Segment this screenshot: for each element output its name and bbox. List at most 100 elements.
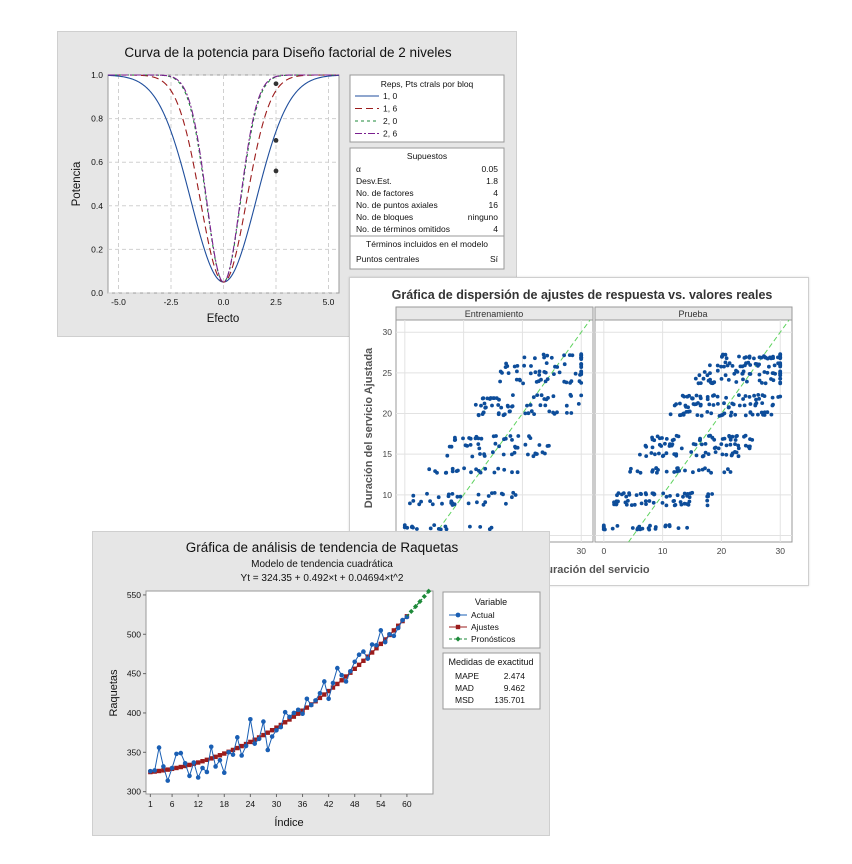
scatter-point [679, 502, 684, 507]
scatter-point [771, 378, 776, 383]
scatter-point [624, 494, 629, 499]
power-y-tick: 0.2 [91, 244, 103, 254]
scatter-point [693, 376, 698, 381]
scatter-point [743, 413, 748, 418]
trend-actual-point [326, 696, 331, 702]
scatter-point [778, 376, 783, 381]
trend-x-tick: 60 [402, 799, 412, 809]
scatter-chart: Gráfica de dispersión de ajustes de resp… [363, 288, 793, 576]
scatter-point [644, 454, 649, 458]
scatter-point [765, 370, 770, 375]
scatter-x-tick: 30 [776, 546, 786, 556]
trend-fit-marker [248, 739, 253, 745]
trend-actual-point [182, 761, 188, 766]
scatter-point [708, 371, 712, 375]
scatter-point [504, 501, 508, 506]
scatter-point [567, 353, 572, 357]
scatter-point [462, 466, 466, 471]
scatter-point [734, 450, 739, 455]
accuracy-title: Medidas de exactitud [448, 657, 533, 667]
scatter-point [770, 395, 775, 400]
accuracy-label: MSD [455, 695, 474, 705]
accuracy-value: 9.462 [504, 683, 526, 693]
scatter-x-tick: 20 [717, 546, 727, 556]
scatter-point [703, 450, 708, 455]
scatter-point [748, 402, 753, 406]
scatter-point [539, 393, 544, 398]
scatter-point [469, 470, 473, 475]
trend-fit-marker [335, 681, 340, 687]
scatter-point [723, 360, 728, 365]
scatter-point [477, 446, 482, 451]
trend-legend-label: Pronósticos [471, 634, 515, 644]
scatter-point [579, 356, 584, 360]
scatter-point [776, 355, 780, 360]
scatter-point [722, 411, 727, 416]
scatter-point [643, 491, 648, 495]
power-y-tick: 0.0 [91, 288, 103, 298]
scatter-point [695, 413, 700, 417]
scatter-point [542, 397, 547, 401]
assumption-value: 0.05 [481, 164, 498, 174]
assumption-label: No. de términos omitidos [356, 224, 450, 234]
scatter-point [770, 403, 775, 408]
trend-actual-point [195, 775, 201, 780]
assumption-label: No. de factores [356, 188, 414, 198]
scatter-point [746, 360, 751, 365]
scatter-point [668, 412, 673, 417]
scatter-point [579, 381, 584, 385]
scatter-x-tick: 0 [601, 546, 606, 556]
scatter-point [496, 466, 501, 471]
scatter-point [518, 378, 522, 383]
scatter-point [428, 526, 433, 531]
scatter-point [515, 445, 520, 450]
scatter-point [719, 364, 723, 369]
scatter-point [654, 466, 659, 470]
scatter-point [450, 492, 455, 496]
trend-actual-point [248, 716, 253, 722]
scatter-point [579, 352, 584, 357]
trend-actual-point [291, 710, 297, 716]
trend-fit-marker [287, 717, 292, 722]
trend-fit-marker [204, 757, 210, 763]
scatter-point [691, 470, 695, 475]
scatter-point [748, 410, 753, 415]
scatter-point [771, 371, 776, 376]
scatter-point [652, 492, 657, 497]
trend-actual-point [321, 679, 327, 684]
scatter-x-tick: 10 [658, 546, 668, 556]
scatter-point [672, 452, 677, 456]
scatter-y-tick: 10 [383, 490, 393, 500]
scatter-point [736, 454, 741, 459]
scatter-point [682, 491, 687, 496]
scatter-point [756, 393, 761, 397]
trend-actual-point [382, 639, 388, 645]
scatter-point [728, 442, 733, 447]
scatter-point [468, 443, 473, 447]
scatter-point [551, 394, 556, 399]
trend-actual-point [395, 625, 401, 631]
assumption-label: α [356, 164, 361, 174]
scatter-point [640, 526, 645, 531]
scatter-point [769, 412, 774, 417]
trend-fit-marker [317, 695, 323, 701]
trend-actual-point [217, 757, 223, 763]
scatter-point [562, 362, 567, 367]
scatter-point [529, 409, 534, 414]
scatter-point [701, 454, 706, 458]
scatter-point [564, 380, 569, 385]
scatter-point [679, 413, 683, 417]
scatter-panel-label-test: Prueba [678, 309, 707, 319]
scatter-point [569, 411, 574, 415]
scatter-point [754, 397, 758, 402]
trend-actual-point [156, 745, 162, 750]
scatter-point [402, 523, 407, 528]
scatter-point [543, 379, 548, 384]
trend-actual-point [343, 679, 349, 684]
scatter-point [776, 395, 781, 399]
scatter-point [499, 405, 504, 410]
scatter-point [667, 524, 672, 529]
trend-fit-marker [261, 732, 266, 738]
scatter-point [719, 377, 724, 381]
scatter-point [537, 369, 542, 374]
